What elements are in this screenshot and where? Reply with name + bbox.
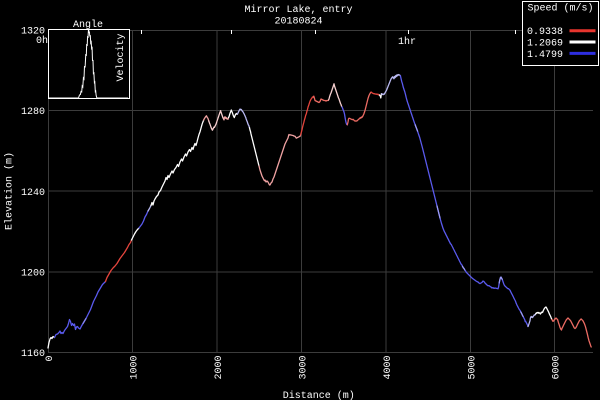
svg-text:4000: 4000 xyxy=(383,356,394,380)
svg-text:Mirror Lake, entry: Mirror Lake, entry xyxy=(244,4,352,16)
svg-text:Distance (m): Distance (m) xyxy=(283,390,355,400)
svg-text:6000: 6000 xyxy=(552,356,563,380)
svg-text:20180824: 20180824 xyxy=(274,17,322,28)
svg-text:1000: 1000 xyxy=(130,356,141,380)
svg-text:5000: 5000 xyxy=(467,356,478,380)
svg-text:2000: 2000 xyxy=(214,356,225,380)
svg-text:0.9338: 0.9338 xyxy=(527,27,563,38)
svg-text:0: 0 xyxy=(45,356,56,362)
svg-text:1240: 1240 xyxy=(21,188,45,199)
svg-text:1.2069: 1.2069 xyxy=(527,38,563,49)
svg-text:3000: 3000 xyxy=(298,356,309,380)
svg-text:Angle: Angle xyxy=(73,19,103,31)
svg-text:1200: 1200 xyxy=(21,269,45,280)
svg-text:1320: 1320 xyxy=(21,27,45,38)
svg-text:Speed (m/s): Speed (m/s) xyxy=(527,3,593,15)
svg-text:Elevation (m): Elevation (m) xyxy=(4,152,16,230)
svg-text:1160: 1160 xyxy=(21,349,45,360)
svg-text:1hr: 1hr xyxy=(398,36,416,48)
svg-text:1.4799: 1.4799 xyxy=(527,50,563,61)
svg-text:Velocity: Velocity xyxy=(115,33,127,81)
svg-text:1280: 1280 xyxy=(21,107,45,118)
